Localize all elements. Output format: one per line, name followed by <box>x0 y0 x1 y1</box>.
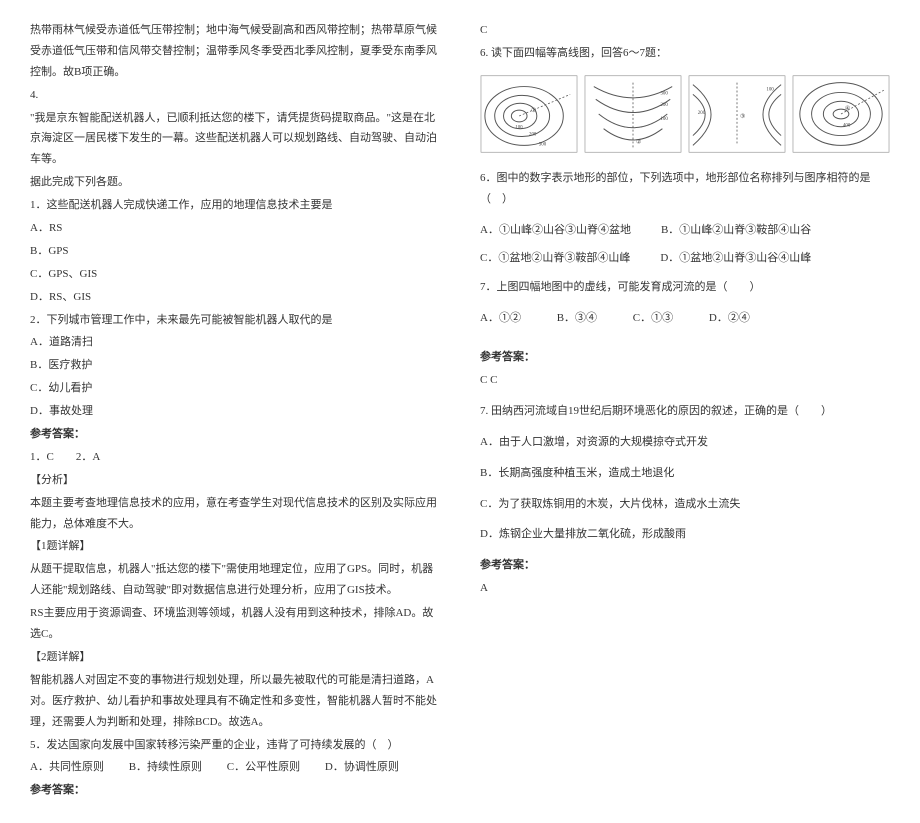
q6-opt-a: A．①山峰②山谷③山脊④盆地 <box>480 220 631 241</box>
q4-number: 4. <box>30 85 440 106</box>
q5-opt-d: D．协调性原则 <box>325 761 399 773</box>
q67-answer-label: 参考答案： <box>480 347 890 368</box>
q4-2-opt-a: A．道路清扫 <box>30 332 440 353</box>
svg-text:300: 300 <box>539 142 547 147</box>
answer-label: 参考答案： <box>30 424 440 445</box>
q6-row1: A．①山峰②山谷③山脊④盆地 B．①山峰②山脊③鞍部④山谷 <box>480 220 890 241</box>
analysis-label: 【分析】 <box>30 470 440 491</box>
svg-text:200: 200 <box>660 103 668 108</box>
q7x-opt-b: B．长期高强度种植玉米，造成土地退化 <box>480 463 890 484</box>
q7x-stem: 7. 田纳西河流域自19世纪后期环境恶化的原因的叙述，正确的是（ ） <box>480 401 890 422</box>
q5-opt-c: C．公平性原则 <box>227 761 300 773</box>
q6-opt-b: B．①山峰②山脊③鞍部④山谷 <box>661 220 811 241</box>
q7-opt-c: C．①③ <box>633 312 673 324</box>
svg-text:③: ③ <box>740 113 745 120</box>
q6-row2: C．①盆地②山脊③鞍部④山峰 D．①盆地②山脊③山谷④山峰 <box>480 248 890 269</box>
detail1-text-b: RS主要应用于资源调查、环境监测等领域，机器人没有用到这种技术，排除AD。故选C… <box>30 603 440 645</box>
right-column: C 6. 读下面四幅等高线图，回答6～7题： ① 100 200 300 <box>480 20 890 803</box>
intro-text: 热带雨林气候受赤道低气压带控制；地中海气候受副高和西风带控制；热带草原气候受赤道… <box>30 20 440 83</box>
q7x-opt-c: C．为了获取炼铜用的木炭，大片伐林，造成水土流失 <box>480 494 890 515</box>
detail2-label: 【2题详解】 <box>30 647 440 668</box>
q4-1-opt-c: C．GPS、GIS <box>30 264 440 285</box>
q4-2-opt-d: D．事故处理 <box>30 401 440 422</box>
q4-1-opt-b: B．GPS <box>30 241 440 262</box>
svg-text:200: 200 <box>529 132 537 137</box>
contour-diagram-3: ③ 100 200 <box>688 74 786 154</box>
contour-diagram-4: ④ 400 <box>792 74 890 154</box>
q67-answer: C C <box>480 370 890 391</box>
q4-sub1: 1．这些配送机器人完成快递工作，应用的地理信息技术主要是 <box>30 195 440 216</box>
svg-text:100: 100 <box>766 87 774 92</box>
svg-text:400: 400 <box>843 124 851 129</box>
svg-text:100: 100 <box>515 125 523 130</box>
q7-opt-d: D．②④ <box>709 312 750 324</box>
svg-text:④: ④ <box>845 105 850 112</box>
detail2-text: 智能机器人对固定不变的事物进行规划处理，所以最先被取代的可能是清扫道路，A对。医… <box>30 670 440 733</box>
q4-sub2: 2．下列城市管理工作中，未来最先可能被智能机器人取代的是 <box>30 310 440 331</box>
q4-2-opt-c: C．幼儿看护 <box>30 378 440 399</box>
analysis-text: 本题主要考查地理信息技术的应用，意在考查学生对现代信息技术的区别及实际应用能力，… <box>30 493 440 535</box>
q5-opt-a: A．共同性原则 <box>30 761 104 773</box>
q6-intro: 6. 读下面四幅等高线图，回答6～7题： <box>480 43 890 64</box>
detail1-text: 从题干提取信息，机器人"抵达您的楼下"需使用地理定位，应用了GPS。同时，机器人… <box>30 559 440 601</box>
q7x-answer-label: 参考答案： <box>480 555 890 576</box>
q6-stem: 6．图中的数字表示地形的部位，下列选项中，地形部位名称排列与图序相符的是（ ） <box>480 168 890 210</box>
contour-diagrams: ① 100 200 300 ② 300 200 100 <box>480 74 890 154</box>
q5-answer: C <box>480 20 890 41</box>
q4-para1: "我是京东智能配送机器人，已顺利抵达您的楼下，请凭提货码提取商品。"这是在北京海… <box>30 108 440 171</box>
q7-options: A．①② B．③④ C．①③ D．②④ <box>480 308 890 329</box>
q5-answer-label: 参考答案： <box>30 780 440 801</box>
contour-diagram-1: ① 100 200 300 <box>480 74 578 154</box>
q5-options: A．共同性原则 B．持续性原则 C．公平性原则 D．协调性原则 <box>30 757 440 778</box>
left-column: 热带雨林气候受赤道低气压带控制；地中海气候受副高和西风带控制；热带草原气候受赤道… <box>30 20 440 803</box>
contour-diagram-2: ② 300 200 100 <box>584 74 682 154</box>
q7-opt-a: A．①② <box>480 312 521 324</box>
q6-opt-c: C．①盆地②山脊③鞍部④山峰 <box>480 248 630 269</box>
q7x-opt-d: D．炼钢企业大量排放二氧化硫，形成酸雨 <box>480 524 890 545</box>
q4-2-opt-b: B．医疗救护 <box>30 355 440 376</box>
q4-1-opt-a: A．RS <box>30 218 440 239</box>
svg-text:②: ② <box>636 138 641 145</box>
page-columns: 热带雨林气候受赤道低气压带控制；地中海气候受副高和西风带控制；热带草原气候受赤道… <box>30 20 890 803</box>
svg-text:300: 300 <box>660 91 668 96</box>
q4-para2: 据此完成下列各题。 <box>30 172 440 193</box>
q7-stem: 7．上图四幅地图中的虚线，可能发育成河流的是（ ） <box>480 277 890 298</box>
q5-stem: 5．发达国家向发展中国家转移污染严重的企业，违背了可持续发展的（ ） <box>30 735 440 756</box>
q5-opt-b: B．持续性原则 <box>129 761 202 773</box>
q4-1-opt-d: D．RS、GIS <box>30 287 440 308</box>
svg-text:200: 200 <box>698 111 706 116</box>
q7x-opt-a: A．由于人口激增，对资源的大规模掠夺式开发 <box>480 432 890 453</box>
q7x-answer: A <box>480 578 890 599</box>
q6-opt-d: D．①盆地②山脊③山谷④山峰 <box>660 248 811 269</box>
detail1-label: 【1题详解】 <box>30 536 440 557</box>
svg-text:①: ① <box>531 107 536 114</box>
svg-text:100: 100 <box>660 117 668 122</box>
q7-opt-b: B．③④ <box>557 312 597 324</box>
q4-answer: 1．C 2．A <box>30 447 440 468</box>
